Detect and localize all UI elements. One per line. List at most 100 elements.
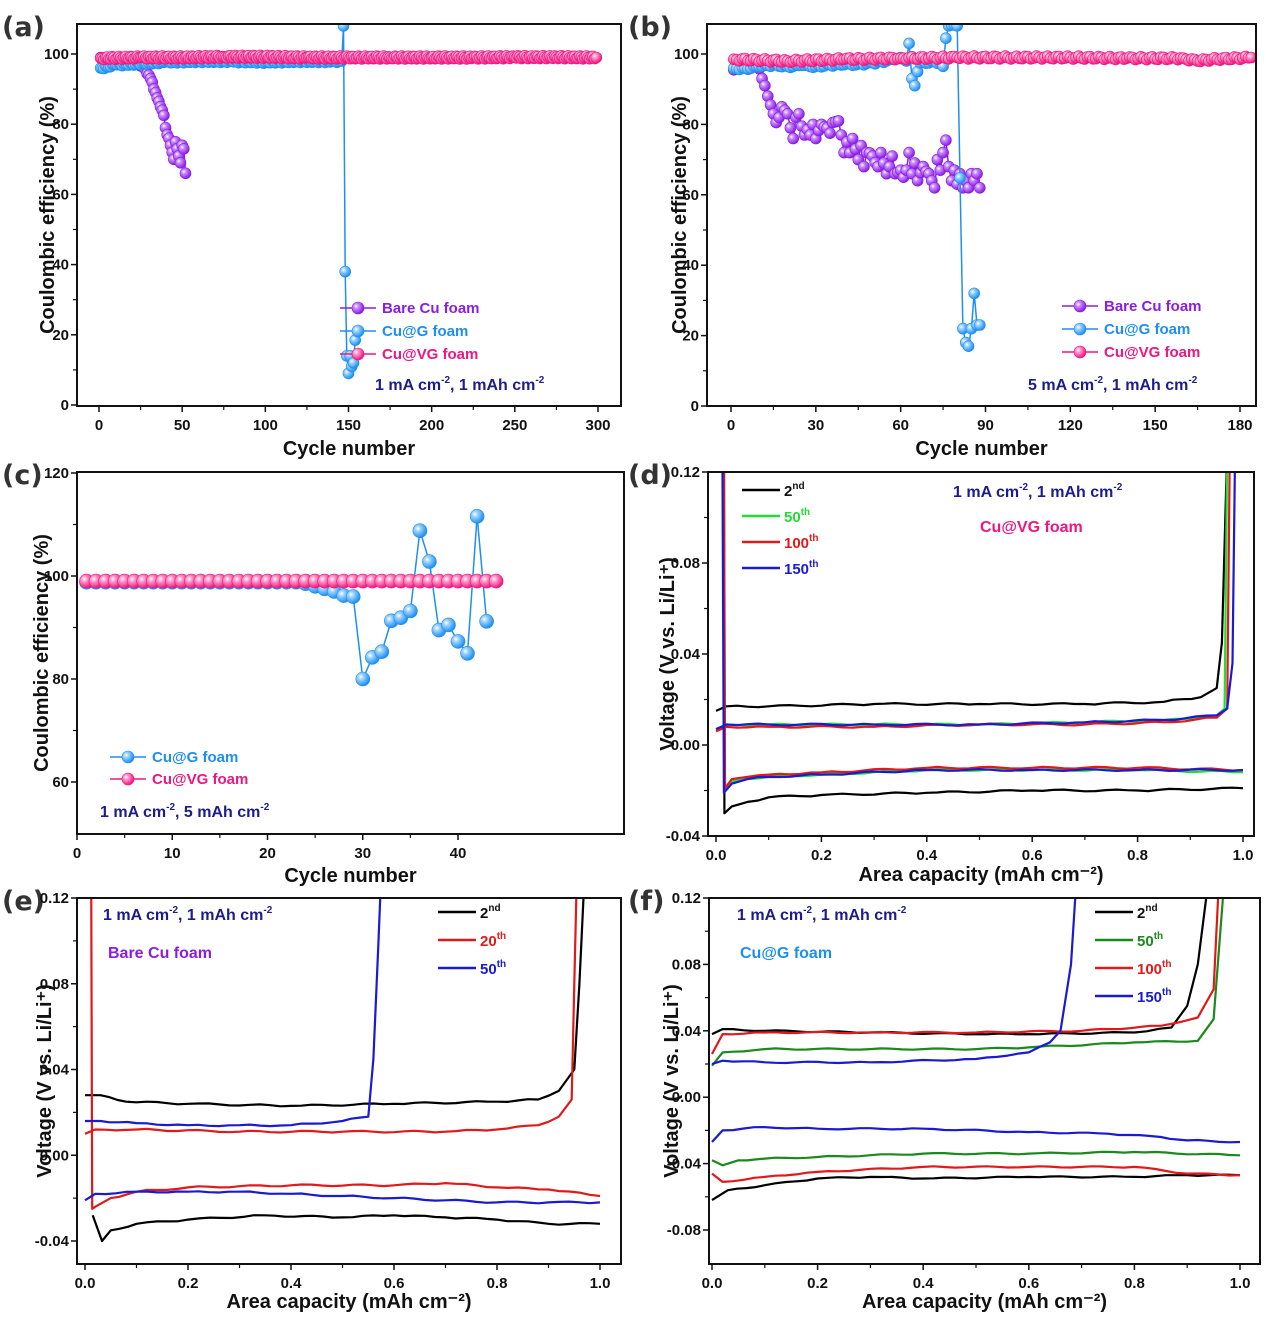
y-tick-label: 0.08	[671, 555, 700, 572]
data-point	[940, 32, 952, 45]
data-point	[441, 617, 456, 633]
y-tick-label: 100	[44, 46, 69, 63]
legend-label: Bare Cu foam	[1104, 298, 1202, 315]
series-100th	[715, 472, 1244, 790]
series-cu-vg-foam	[94, 49, 603, 66]
data-point	[179, 167, 192, 180]
curve-plating	[722, 472, 1244, 815]
data-point	[832, 115, 845, 127]
data-point	[488, 573, 504, 589]
data-point	[908, 79, 921, 92]
x-tick-label: 120	[1058, 417, 1083, 434]
annotation-text: , 1 mAh cm	[178, 907, 263, 924]
data-point	[479, 613, 494, 629]
superscript: -2	[169, 905, 178, 916]
y-tick-label: -0.08	[667, 1222, 701, 1239]
x-axis-label: Cycle number	[284, 865, 416, 887]
legend-label: 50th	[784, 507, 810, 526]
y-tick-label: -0.04	[667, 1156, 702, 1173]
series-20th	[84, 898, 601, 1210]
plot-area	[84, 898, 601, 1243]
y-tick-label: 0.12	[40, 890, 69, 907]
y-tick-label: 0	[61, 397, 69, 414]
x-tick-label: 0.6	[1022, 847, 1043, 864]
data-point	[973, 182, 986, 194]
legend: Bare Cu foam Cu@G foam Cu@VG foam	[1062, 298, 1202, 361]
panel-e: (e) -0.04 0.00 0.04 0.08 0.12 0.0 0.2 0.4 0.6 0.8 1…	[2, 886, 622, 1313]
y-tick-label: 20	[682, 328, 699, 345]
condition-annotation: 1 mA cm-2, 1 mAh cm-2	[953, 482, 1123, 501]
superscript: -2	[535, 375, 544, 386]
x-tick-label: 0.4	[916, 847, 938, 864]
curve-stripping	[711, 898, 1225, 1067]
data-point	[469, 508, 485, 524]
y-tick-label: 120	[44, 465, 69, 482]
legend-label: 50th	[480, 959, 506, 978]
y-tick-label: 80	[682, 116, 699, 133]
x-axis-label: Area capacity (mAh cm⁻²)	[862, 1291, 1107, 1313]
plot-frame	[707, 471, 1255, 837]
plot-area	[727, 24, 1256, 353]
data-point	[158, 109, 170, 122]
annotation-text: 1 mA cm	[953, 484, 1019, 501]
x-tick-label: 150	[336, 417, 361, 434]
panel-label: (c)	[2, 460, 43, 491]
y-tick-label: 0.08	[40, 976, 69, 993]
y-axis-label: Voltage (V vs. Li/Li⁺)	[657, 557, 679, 751]
curve-plating	[90, 898, 601, 1210]
legend-marker	[351, 324, 365, 338]
data-point	[460, 645, 475, 661]
series-50th	[711, 898, 1241, 1167]
y-tick-label: 0.00	[671, 737, 700, 754]
legend-label: 150th	[1137, 987, 1171, 1006]
x-axis-label: Area capacity (mAh cm⁻²)	[226, 1291, 471, 1313]
legend-label: 100th	[784, 533, 818, 552]
data-point	[954, 172, 966, 184]
y-tick-label: 60	[52, 774, 69, 791]
annotation-text: 1 mA cm	[375, 377, 441, 394]
series-cu-g-foam	[79, 508, 494, 687]
x-tick-label: 100	[253, 417, 278, 434]
legend-number: 50	[1137, 933, 1154, 950]
legend-number: 2	[480, 905, 488, 922]
y-axis-label: Coulombic efficiency (%)	[669, 96, 691, 334]
superscript: -2	[1113, 482, 1122, 493]
data-point	[928, 182, 941, 194]
series-cu-vg-foam	[79, 573, 504, 589]
data-point	[403, 603, 418, 619]
legend-ordinal: th	[801, 507, 810, 518]
x-tick-label: 0	[95, 417, 103, 434]
sample-label: Cu@G foam	[740, 945, 832, 962]
data-point	[937, 146, 949, 159]
legend-label: 50th	[1137, 931, 1163, 950]
x-tick-label: 90	[977, 417, 994, 434]
annotation-text: 5 mA cm	[1028, 377, 1094, 394]
y-tick-label: 100	[44, 568, 69, 585]
data-point	[784, 122, 797, 134]
data-point	[174, 157, 187, 169]
panel-a: (a) 0 20 40 60 80 100 0 50 100 150 200 250 300 Cycle n…	[2, 12, 622, 460]
plot-area	[711, 898, 1241, 1202]
y-tick-label: -0.04	[666, 828, 701, 845]
y-axis-label: Voltage (V vs. Li/Li⁺)	[661, 984, 683, 1178]
data-point	[759, 79, 771, 92]
legend-marker	[121, 750, 135, 764]
legend-label: Cu@G foam	[152, 749, 238, 766]
legend-number: 100	[1137, 961, 1162, 978]
y-tick-label: 60	[682, 187, 699, 204]
data-point	[422, 554, 437, 569]
annotation-text: 1 mA cm	[100, 804, 166, 821]
plot-frame	[76, 23, 622, 407]
legend-marker	[351, 347, 365, 361]
legend-label: 100th	[1137, 959, 1171, 978]
curve-plating	[91, 1214, 601, 1243]
panel-c: (c) 60 80 100 120 0 10 20 30 40 Cycle number Coulom…	[2, 460, 625, 887]
legend-ordinal: th	[809, 533, 818, 544]
legend-marker	[351, 301, 365, 315]
data-point	[968, 287, 981, 300]
condition-annotation: 1 mA cm-2, 5 mAh cm-2	[100, 802, 270, 821]
y-tick-label: 100	[674, 46, 699, 63]
x-tick-label: 300	[585, 417, 610, 434]
data-point	[903, 37, 915, 50]
